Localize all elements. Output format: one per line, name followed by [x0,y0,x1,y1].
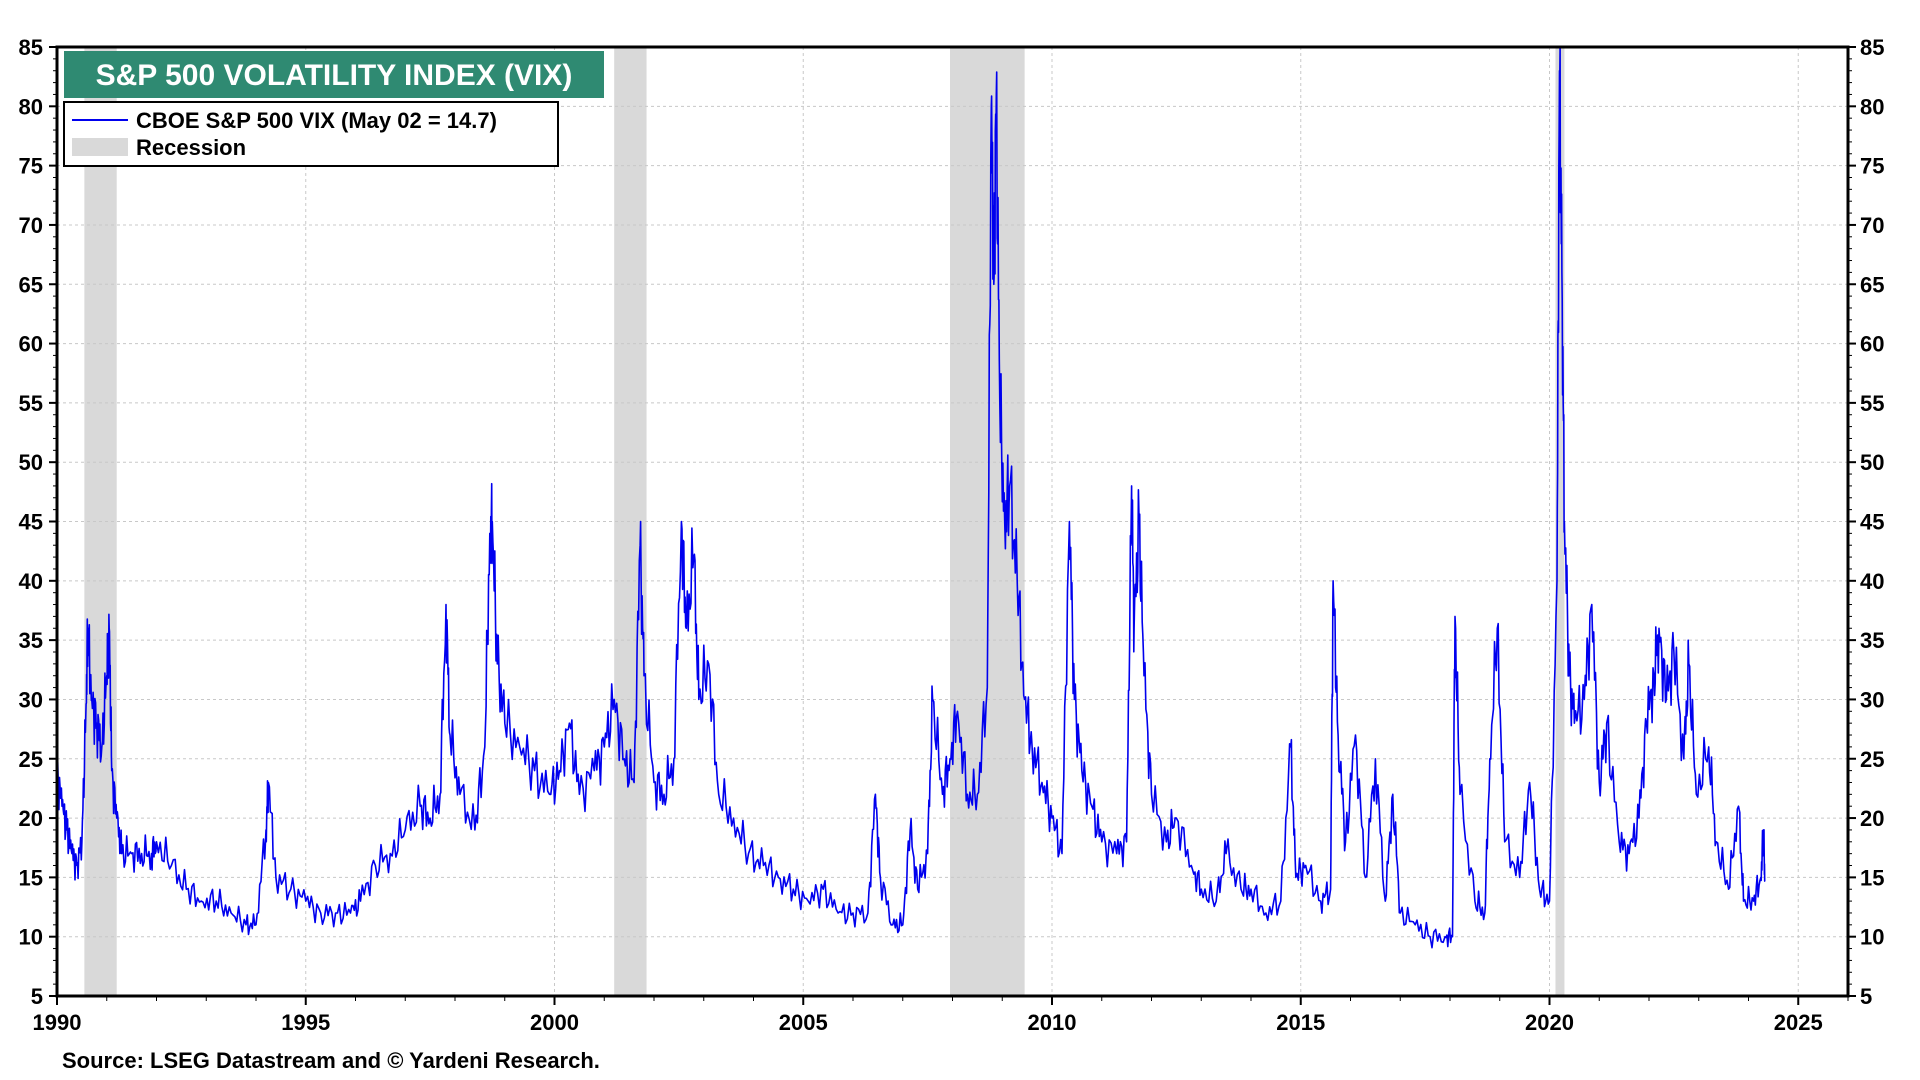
y-tick-label-left: 25 [19,747,43,772]
y-tick-label-right: 70 [1860,213,1884,238]
y-tick-label-left: 15 [19,865,43,890]
x-tick-label: 1990 [33,1010,82,1035]
y-tick-label-left: 30 [19,687,43,712]
y-tick-label-right: 10 [1860,925,1884,950]
chart-title: S&P 500 VOLATILITY INDEX (VIX) [96,59,573,92]
legend-label-recession: Recession [136,135,246,160]
x-tick-label: 2000 [530,1010,579,1035]
legend-label-vix: CBOE S&P 500 VIX (May 02 = 14.7) [136,108,497,133]
legend: CBOE S&P 500 VIX (May 02 = 14.7) Recessi… [63,101,559,167]
y-tick-label-left: 50 [19,450,43,475]
y-tick-label-left: 60 [19,332,43,357]
y-tick-label-right: 15 [1860,865,1884,890]
y-tick-label-right: 35 [1860,628,1884,653]
legend-recession-swatch [72,138,128,156]
y-axis-right: 5 10 15 20 25 30 35 40 45 50 55 60 65 70 75 80 85 [1848,35,1884,1009]
x-tick-label: 2015 [1276,1010,1325,1035]
y-tick-label-left: 45 [19,510,43,535]
x-tick-label: 2025 [1774,1010,1823,1035]
y-tick-label-right: 25 [1860,747,1884,772]
x-axis: 1990 1995 2000 2005 2010 2015 2020 2025 [33,996,1849,1035]
y-tick-label-right: 60 [1860,332,1884,357]
y-tick-label-right: 80 [1860,94,1884,119]
y-tick-label-right: 45 [1860,510,1884,535]
chart-title-background [64,51,604,98]
y-tick-label-left: 20 [19,806,43,831]
y-tick-label-left: 75 [19,154,43,179]
y-tick-label-right: 20 [1860,806,1884,831]
series-line-vix [56,45,1766,949]
y-tick-label-left: 40 [19,569,43,594]
y-tick-label-left: 80 [19,94,43,119]
y-tick-label-right: 5 [1860,984,1872,1009]
y-tick-label-right: 65 [1860,272,1884,297]
y-tick-label-right: 40 [1860,569,1884,594]
x-tick-label: 1995 [281,1010,330,1035]
y-tick-label-left: 70 [19,213,43,238]
y-tick-label-left: 85 [19,35,43,60]
y-tick-label-right: 55 [1860,391,1884,416]
y-tick-label-left: 65 [19,272,43,297]
y-tick-label-left: 35 [19,628,43,653]
legend-box [63,101,559,167]
x-tick-label: 2010 [1028,1010,1077,1035]
chart-title-box: S&P 500 VOLATILITY INDEX (VIX) [64,51,604,98]
y-tick-label-right: 50 [1860,450,1884,475]
y-tick-label-right: 85 [1860,35,1884,60]
y-tick-label-left: 10 [19,925,43,950]
y-tick-label-right: 75 [1860,154,1884,179]
x-tick-label: 2005 [779,1010,828,1035]
y-tick-label-left: 5 [31,984,43,1009]
y-tick-label-right: 30 [1860,687,1884,712]
y-tick-label-left: 55 [19,391,43,416]
y-axis-left: 5 10 15 20 25 30 35 40 45 50 55 60 65 70 75 80 85 [19,35,57,1009]
series-layer [56,45,1766,949]
source-note: Source: LSEG Datastream and © Yardeni Re… [62,1048,600,1073]
x-tick-label: 2020 [1525,1010,1574,1035]
